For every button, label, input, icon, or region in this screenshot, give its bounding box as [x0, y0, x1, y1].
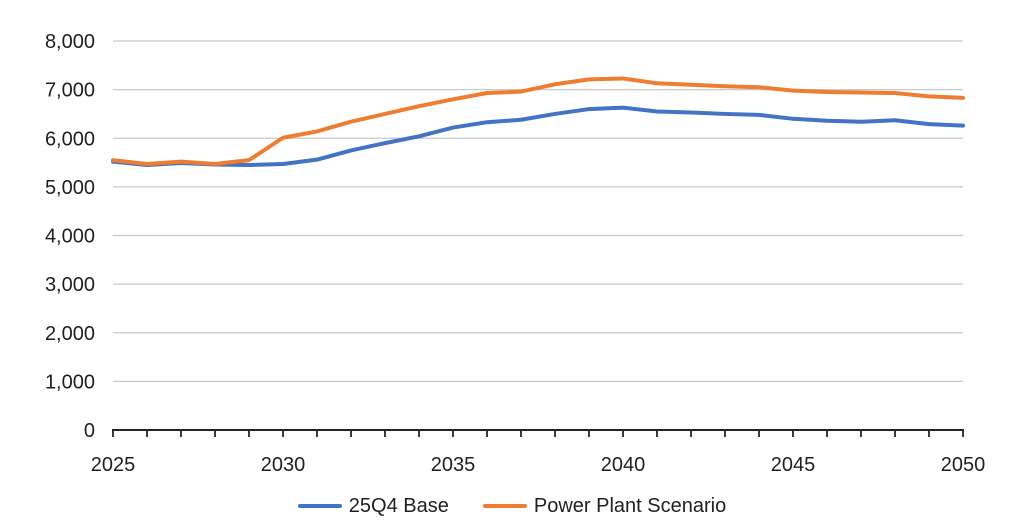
legend-label-25q4-base: 25Q4 Base [348, 495, 449, 517]
x-axis-tick-label: 2045 [771, 454, 816, 476]
series-line-25q4-base [111, 105, 965, 167]
chart-legend: 25Q4 Base Power Plant Scenario [0, 494, 1024, 518]
y-axis-tick-label: 7,000 [45, 80, 95, 102]
y-axis-tick-label: 1,000 [45, 371, 95, 393]
x-axis-tick-label: 2040 [601, 454, 646, 476]
legend-line-swatch-blue [297, 504, 342, 508]
series-line-power-plant-scenario [111, 76, 965, 167]
x-axis-tick-label: 2050 [941, 454, 986, 476]
line-chart-plot-area: 0 1,000 2,000 3,000 4,000 5,000 6,000 7,000 8,00… [45, 31, 986, 476]
x-axis-tick-label: 2030 [261, 454, 306, 476]
legend-item-25q4-base: 25Q4 Base [297, 494, 449, 518]
y-axis-tick-label: 2,000 [45, 323, 95, 345]
legend-label-power-plant-scenario: Power Plant Scenario [533, 495, 727, 517]
legend-line-swatch-orange [482, 504, 527, 508]
y-axis-tick-label: 4,000 [45, 226, 95, 248]
legend-item-power-plant-scenario: Power Plant Scenario [482, 494, 727, 518]
y-axis-tick-label: 5,000 [45, 177, 95, 199]
y-axis-tick-label: 3,000 [45, 274, 95, 296]
x-axis-tick-label: 2035 [431, 454, 476, 476]
y-axis-tick-label: 0 [84, 420, 95, 442]
x-axis-tick-label: 2025 [91, 454, 136, 476]
y-axis-tick-label: 8,000 [45, 31, 95, 53]
y-axis-tick-label: 6,000 [45, 128, 95, 150]
